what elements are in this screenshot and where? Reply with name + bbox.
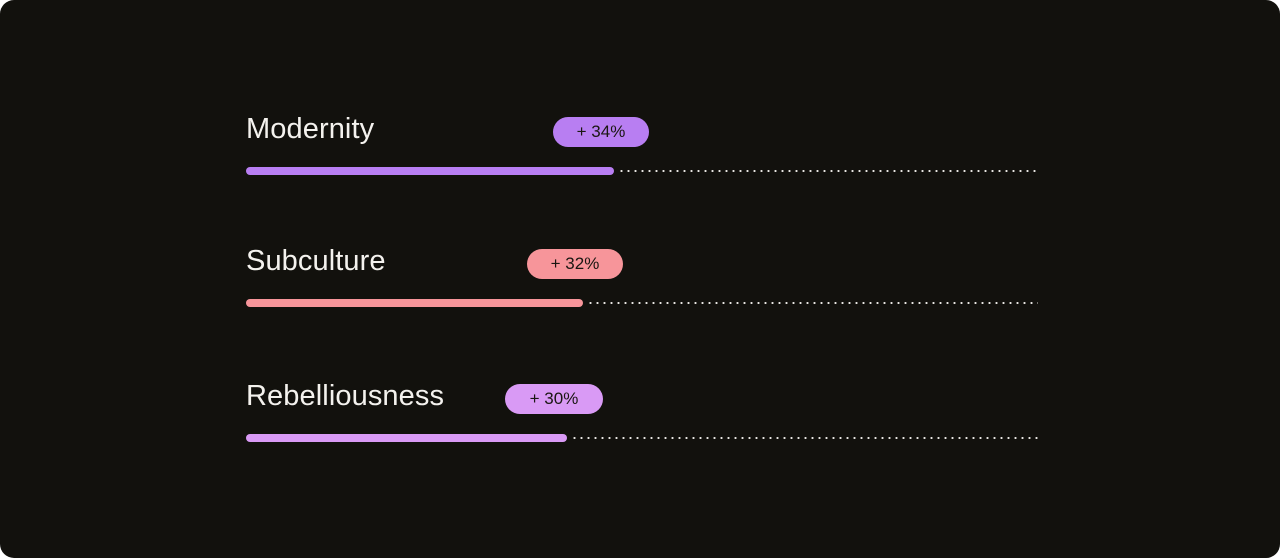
bar-row: Rebelliousness + 30% <box>246 377 1038 457</box>
category-label: Subculture <box>246 245 386 277</box>
value-badge: + 30% <box>505 384 603 414</box>
bar-fill <box>246 299 583 307</box>
bar-fill <box>246 434 567 442</box>
bar-row: Subculture + 32% <box>246 242 1038 322</box>
bar-fill <box>246 167 614 175</box>
category-label: Modernity <box>246 113 375 145</box>
category-label: Rebelliousness <box>246 380 445 412</box>
value-badge: + 34% <box>553 117 649 147</box>
bar-row: Modernity + 34% <box>246 110 1038 190</box>
bar-track <box>246 299 1038 307</box>
bar-track <box>246 167 1038 175</box>
bar-track <box>246 434 1038 442</box>
bar-remainder-dots <box>587 302 1038 304</box>
bar-remainder-dots <box>571 437 1038 439</box>
value-badge: + 32% <box>527 249 623 279</box>
bar-remainder-dots <box>618 170 1038 172</box>
